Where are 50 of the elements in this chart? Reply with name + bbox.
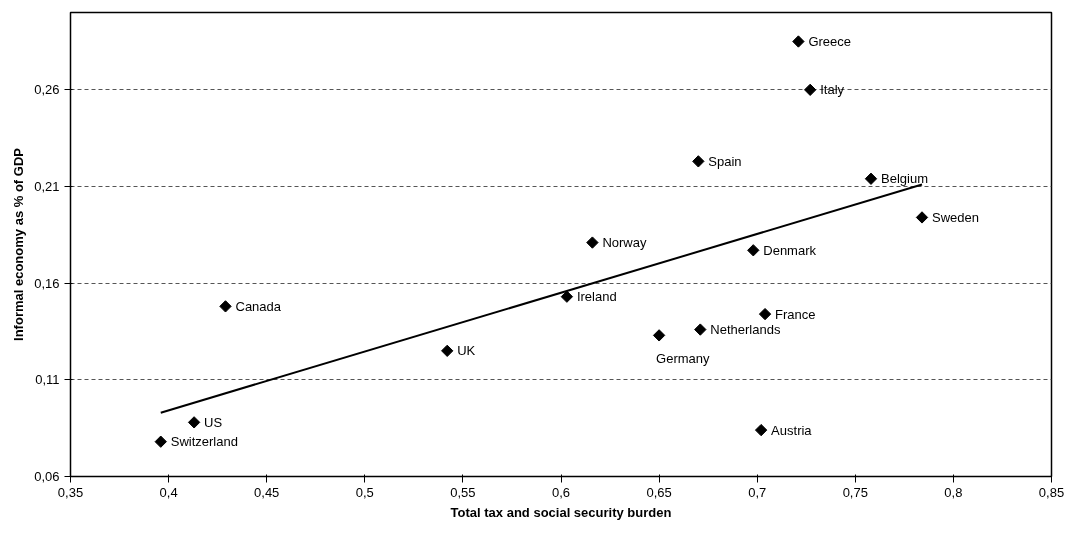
annotation: Canada <box>235 298 282 314</box>
y-tick-label: 0,16 <box>34 275 60 291</box>
point <box>560 290 574 303</box>
x-tick-label: 0,75 <box>842 484 868 500</box>
point <box>864 172 878 185</box>
point <box>792 35 805 48</box>
annotation: Sweden <box>932 209 979 225</box>
point <box>692 155 705 168</box>
x-tick-label: 0,55 <box>450 484 476 500</box>
point <box>915 211 929 224</box>
point <box>154 435 167 448</box>
point <box>187 416 201 429</box>
x-tick-label: 0,6 <box>551 484 571 500</box>
annotation: Germany <box>656 351 711 367</box>
point <box>754 423 768 437</box>
y-tick-label: 0,21 <box>34 179 60 194</box>
point <box>758 307 772 321</box>
x-tick-label: 0,7 <box>748 484 767 500</box>
y-tick-label: 0,11 <box>35 372 60 388</box>
annotation: US <box>204 414 223 430</box>
annotation: Norway <box>602 235 647 251</box>
x-tick-label: 0,35 <box>57 484 84 500</box>
y-tick-label: 0,06 <box>34 469 60 484</box>
point <box>441 344 454 357</box>
x-tick-label: 0,8 <box>944 484 963 500</box>
y-tick-label: 0,26 <box>34 82 60 98</box>
annotation: UK <box>457 343 476 359</box>
point <box>219 300 232 313</box>
annotation: Italy <box>820 82 845 98</box>
annotation: Netherlands <box>710 322 781 338</box>
annotation: Spain <box>708 153 742 169</box>
point <box>694 323 707 336</box>
annotation: Denmark <box>763 242 817 258</box>
x-axis-title: Total tax and social security burden <box>450 504 672 520</box>
annotation: Austria <box>771 422 813 438</box>
annotation: Switzerland <box>170 434 238 450</box>
x-tick-label: 0,85 <box>1038 484 1065 500</box>
annotation: France <box>775 306 816 322</box>
x-tick-label: 0,4 <box>159 484 178 500</box>
point <box>804 83 817 96</box>
x-tick-label: 0,65 <box>646 484 672 500</box>
x-tick-label: 0,5 <box>355 484 374 500</box>
annotation: Belgium <box>881 171 928 187</box>
x-tick-label: 0,45 <box>254 484 280 500</box>
point <box>586 236 599 249</box>
point <box>652 329 666 342</box>
point <box>747 244 760 257</box>
annotation: Ireland <box>576 289 617 305</box>
annotation: Greece <box>808 34 852 49</box>
y-axis-title: Informal economy as % of GDP <box>11 147 27 341</box>
